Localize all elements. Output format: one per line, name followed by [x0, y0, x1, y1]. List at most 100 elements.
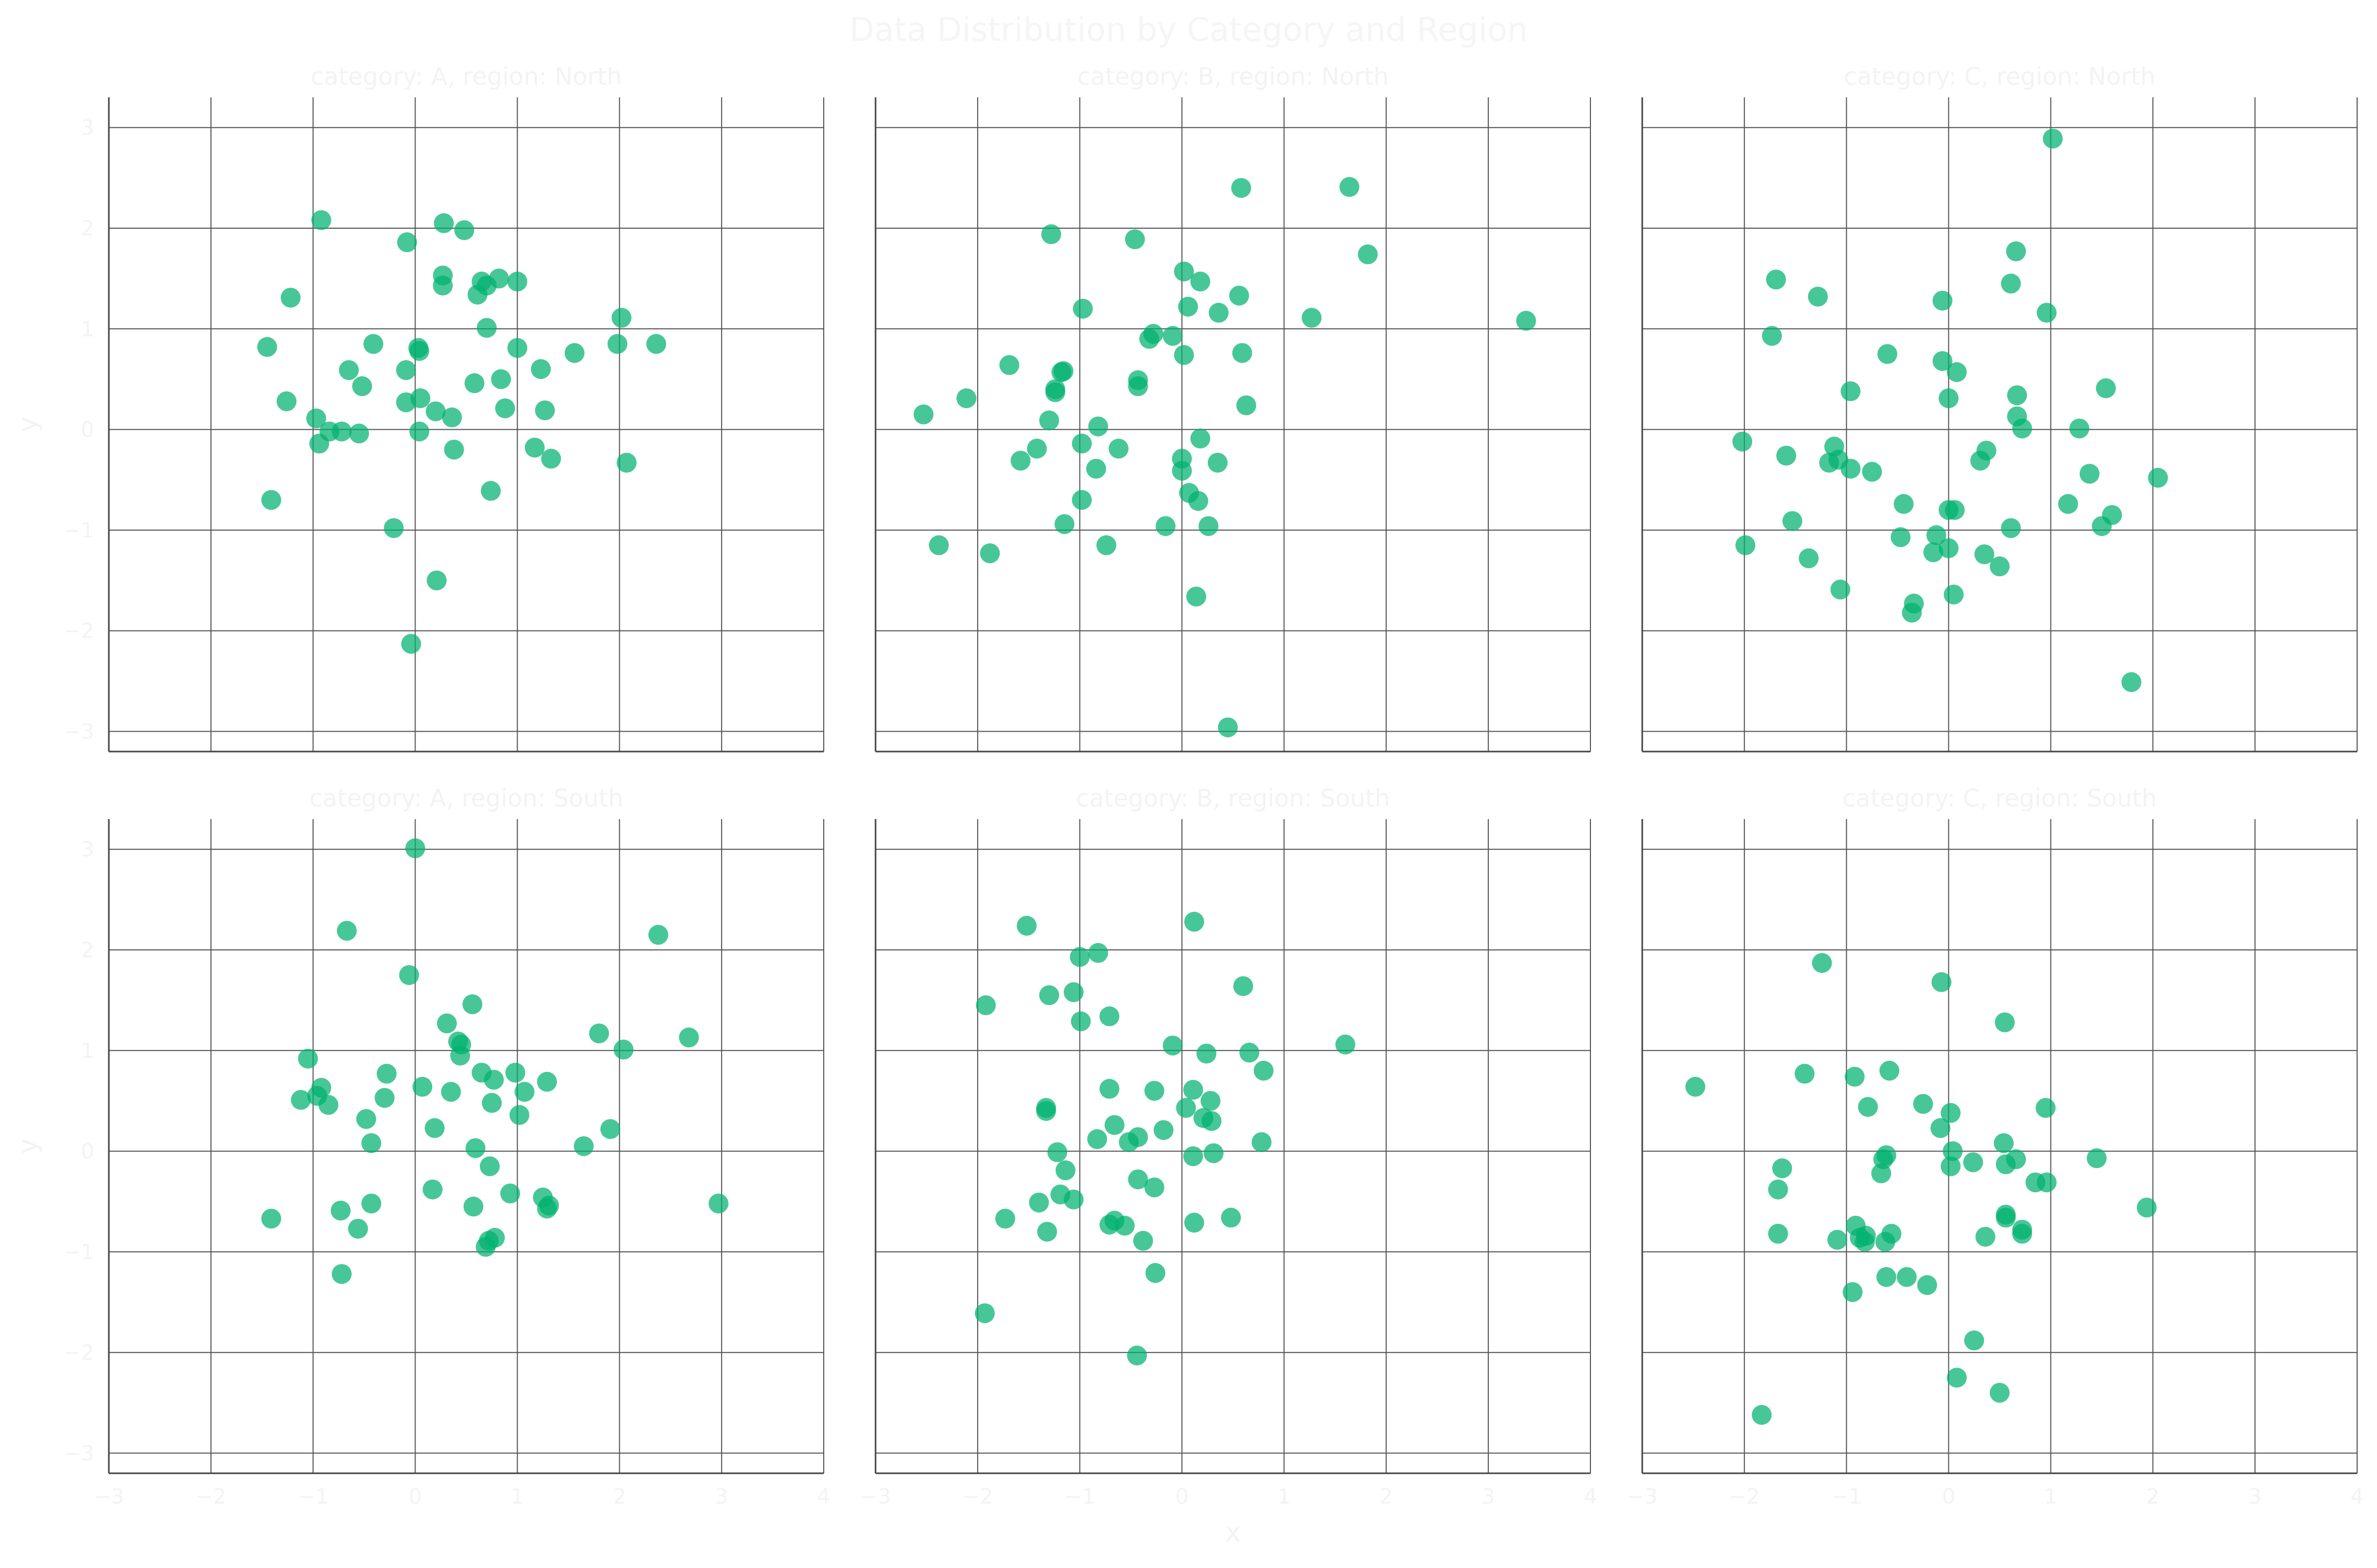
data-point: [574, 1136, 594, 1156]
data-point: [537, 1071, 557, 1092]
data-point: [465, 1138, 486, 1158]
data-point: [1964, 1330, 1984, 1351]
data-point: [2006, 241, 2026, 262]
y-tick-label: −1: [63, 1240, 94, 1264]
panel-1: category: A, region: North −3 −2 −1 0 1 2 3: [63, 62, 824, 753]
data-point: [361, 1133, 382, 1153]
y-tick-label: 1: [81, 317, 94, 341]
data-point: [1178, 297, 1198, 317]
data-point: [477, 318, 497, 338]
data-point: [1070, 947, 1090, 967]
data-point: [298, 1048, 318, 1069]
data-point: [679, 1027, 699, 1048]
data-point: [1071, 1011, 1091, 1032]
data-point: [309, 433, 329, 454]
data-point: [1842, 1282, 1863, 1302]
data-point: [1128, 1169, 1148, 1190]
data-point: [2148, 467, 2168, 488]
data-point: [1897, 1267, 1917, 1287]
data-point: [1931, 972, 1952, 992]
data-point: [1063, 1189, 1084, 1209]
data-point: [2012, 418, 2032, 439]
y-tick-label: 2: [81, 938, 94, 962]
data-point: [1184, 1213, 1204, 1233]
x-tick-label: −1: [1831, 1485, 1862, 1509]
data-point: [1830, 579, 1851, 600]
y-tick-label: −1: [63, 519, 94, 543]
data-point: [1947, 362, 1967, 382]
data-point: [1239, 1043, 1260, 1063]
data-point: [1768, 1224, 1788, 1244]
data-point: [1941, 1156, 1961, 1177]
data-point: [976, 995, 996, 1015]
data-point: [484, 1070, 504, 1090]
data-point: [1202, 1111, 1222, 1131]
data-point: [648, 925, 668, 945]
data-point: [611, 308, 632, 328]
x-tick-label: −2: [196, 1485, 227, 1509]
data-point: [2087, 1148, 2107, 1169]
data-point: [1156, 516, 1176, 536]
data-point: [1096, 535, 1117, 555]
data-point: [1207, 453, 1228, 473]
data-point: [1190, 271, 1210, 292]
data-point: [514, 1082, 535, 1102]
data-point: [1858, 1097, 1878, 1117]
data-point: [361, 1193, 382, 1214]
data-point: [1975, 1227, 1995, 1247]
data-point: [1752, 1405, 1772, 1425]
data-point: [709, 1193, 729, 1214]
data-point: [257, 337, 277, 357]
y-tick-label: −3: [63, 720, 94, 744]
data-point: [1145, 1263, 1165, 1283]
y-axis-label-row-2: y: [13, 1138, 43, 1154]
data-point: [1994, 1012, 2015, 1033]
data-point: [480, 480, 501, 501]
data-point: [1036, 1101, 1056, 1121]
data-point: [1144, 1081, 1164, 1101]
data-point: [1932, 290, 1953, 311]
figure-title: Data Distribution by Category and Region: [849, 10, 1528, 49]
data-point: [505, 1062, 525, 1083]
data-point: [412, 1077, 433, 1097]
data-point: [1027, 439, 1047, 459]
data-point: [433, 275, 453, 296]
data-point: [509, 1105, 530, 1125]
x-tick-label: 4: [817, 1485, 830, 1509]
data-point: [1871, 1163, 1891, 1183]
panel-title: category: B, region: South: [1076, 784, 1390, 812]
data-point: [1088, 943, 1108, 963]
panel-title: category: B, region: North: [1077, 62, 1388, 91]
data-point: [980, 543, 1000, 564]
y-axis-label-row-1: y: [13, 417, 43, 432]
data-point: [507, 271, 528, 292]
data-point: [1037, 1222, 1057, 1242]
data-point: [442, 407, 462, 428]
data-point: [376, 1063, 397, 1084]
data-point: [1174, 345, 1194, 365]
data-point: [500, 1183, 520, 1204]
x-tick-label: 2: [1380, 1485, 1393, 1509]
data-point: [1218, 717, 1238, 737]
data-point: [330, 1201, 351, 1221]
x-tick-label: −3: [860, 1485, 891, 1509]
data-point: [2007, 385, 2027, 406]
data-point: [1055, 1160, 1075, 1181]
data-point: [1099, 1215, 1119, 1235]
data-point: [1108, 439, 1129, 459]
data-point: [1938, 538, 1959, 558]
data-point: [2092, 516, 2112, 536]
data-point: [1855, 1231, 1875, 1252]
y-tick-label: 1: [81, 1039, 94, 1063]
y-tick-label: 3: [81, 838, 94, 862]
x-tick-label: 1: [1277, 1485, 1291, 1509]
data-point: [337, 921, 357, 941]
data-point: [464, 373, 485, 394]
x-tick-label: 2: [613, 1485, 626, 1509]
data-point: [2036, 1172, 2057, 1193]
data-point: [348, 1218, 368, 1239]
data-point: [1358, 244, 1378, 264]
data-point: [1516, 310, 1537, 331]
data-point: [1795, 1063, 1815, 1084]
data-point: [1812, 953, 1832, 973]
